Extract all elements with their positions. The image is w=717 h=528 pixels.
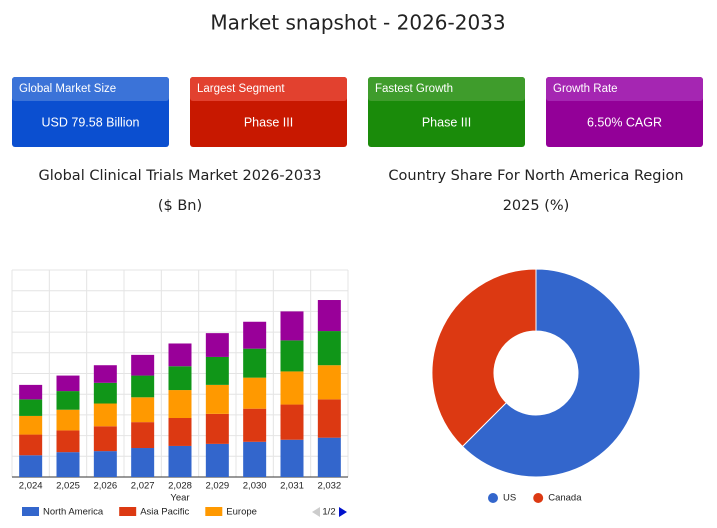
bar-segment — [168, 390, 192, 419]
bar-segment — [168, 343, 192, 367]
bar-segment — [131, 354, 155, 376]
x-tick-label: 2,028 — [168, 481, 192, 492]
legend-swatch — [205, 507, 223, 516]
bar-segment — [205, 333, 229, 357]
bar-segment — [168, 445, 192, 477]
legend-swatch — [533, 493, 544, 503]
bar-segment — [243, 348, 267, 378]
legend-label: US — [503, 493, 516, 504]
legend-label: Asia Pacific — [140, 507, 189, 518]
bar-segment — [56, 452, 80, 477]
card-label: Fastest Growth — [375, 83, 453, 95]
legend-prev — [312, 507, 320, 517]
bar-segment — [243, 321, 267, 349]
bar-segment — [280, 340, 304, 372]
card-header — [12, 77, 169, 101]
card-header — [368, 77, 525, 101]
card-label: Largest Segment — [197, 83, 285, 95]
x-tick-label: 2,029 — [205, 481, 229, 492]
bar-segment — [19, 384, 43, 400]
card-value: Phase III — [422, 115, 471, 129]
x-tick-label: 2,024 — [19, 481, 43, 492]
bar-segment — [131, 375, 155, 398]
page-title: Market snapshot - 2026-2033 — [210, 11, 505, 35]
bar-segment — [280, 404, 304, 440]
legend-next[interactable] — [339, 507, 347, 517]
x-tick-label: 2,031 — [280, 481, 304, 492]
bar-segment — [56, 409, 80, 431]
card-header — [546, 77, 703, 101]
bar-segment — [243, 377, 267, 409]
bar-segment — [93, 403, 117, 427]
bar-segment — [243, 441, 267, 477]
bar-segment — [317, 437, 341, 477]
card-value: Phase III — [244, 115, 293, 129]
bar-segment — [19, 434, 43, 456]
bar-segment — [317, 365, 341, 400]
card-value: 6.50% CAGR — [587, 115, 662, 129]
bar-segment — [93, 451, 117, 477]
chart-subtitle: ($ Bn) — [158, 198, 202, 214]
bar-segment — [131, 397, 155, 423]
x-tick-label: 2,032 — [317, 481, 341, 492]
bar-segment — [205, 443, 229, 477]
bar-segment — [205, 413, 229, 444]
bar-segment — [93, 365, 117, 383]
chart-subtitle: 2025 (%) — [503, 198, 570, 214]
bar-segment — [243, 408, 267, 442]
chart-title: Country Share For North America Region — [388, 168, 683, 184]
bar-segment — [280, 371, 304, 405]
legend-swatch — [488, 493, 498, 503]
bar-segment — [131, 422, 155, 449]
legend-swatch — [119, 507, 137, 516]
donut-slice — [431, 268, 537, 448]
x-tick-label: 2,030 — [243, 481, 267, 492]
card-label: Growth Rate — [553, 83, 618, 95]
bar-segment — [317, 399, 341, 438]
bar-segment — [56, 375, 80, 392]
card-label: Global Market Size — [19, 83, 116, 95]
chart-title: Global Clinical Trials Market 2026-2033 — [38, 168, 321, 184]
bar-segment — [317, 331, 341, 366]
bar-segment — [56, 430, 80, 453]
bar-segment — [56, 391, 80, 410]
bar-segment — [205, 384, 229, 414]
bar-segment — [93, 382, 117, 404]
bar-segment — [317, 300, 341, 332]
x-tick-label: 2,027 — [131, 481, 155, 492]
x-tick-label: 2,025 — [56, 481, 80, 492]
card-header — [190, 77, 347, 101]
legend-label: Canada — [548, 493, 582, 504]
legend-swatch — [22, 507, 39, 516]
card-value: USD 79.58 Billion — [42, 115, 140, 129]
bar-segment — [93, 426, 117, 452]
bar-segment — [205, 356, 229, 385]
bar-segment — [19, 455, 43, 477]
bar-segment — [168, 418, 192, 446]
legend-pager: 1/2 — [322, 507, 335, 518]
bar-segment — [131, 448, 155, 477]
bar-segment — [19, 415, 43, 435]
bar-segment — [280, 311, 304, 341]
bar-segment — [19, 399, 43, 416]
x-tick-label: 2,026 — [93, 481, 117, 492]
legend-label: Europe — [226, 507, 257, 518]
x-axis-label: Year — [170, 493, 189, 504]
donut-slice — [461, 268, 641, 478]
legend-label: North America — [43, 507, 104, 518]
bar-segment — [168, 366, 192, 391]
bar-segment — [280, 439, 304, 477]
